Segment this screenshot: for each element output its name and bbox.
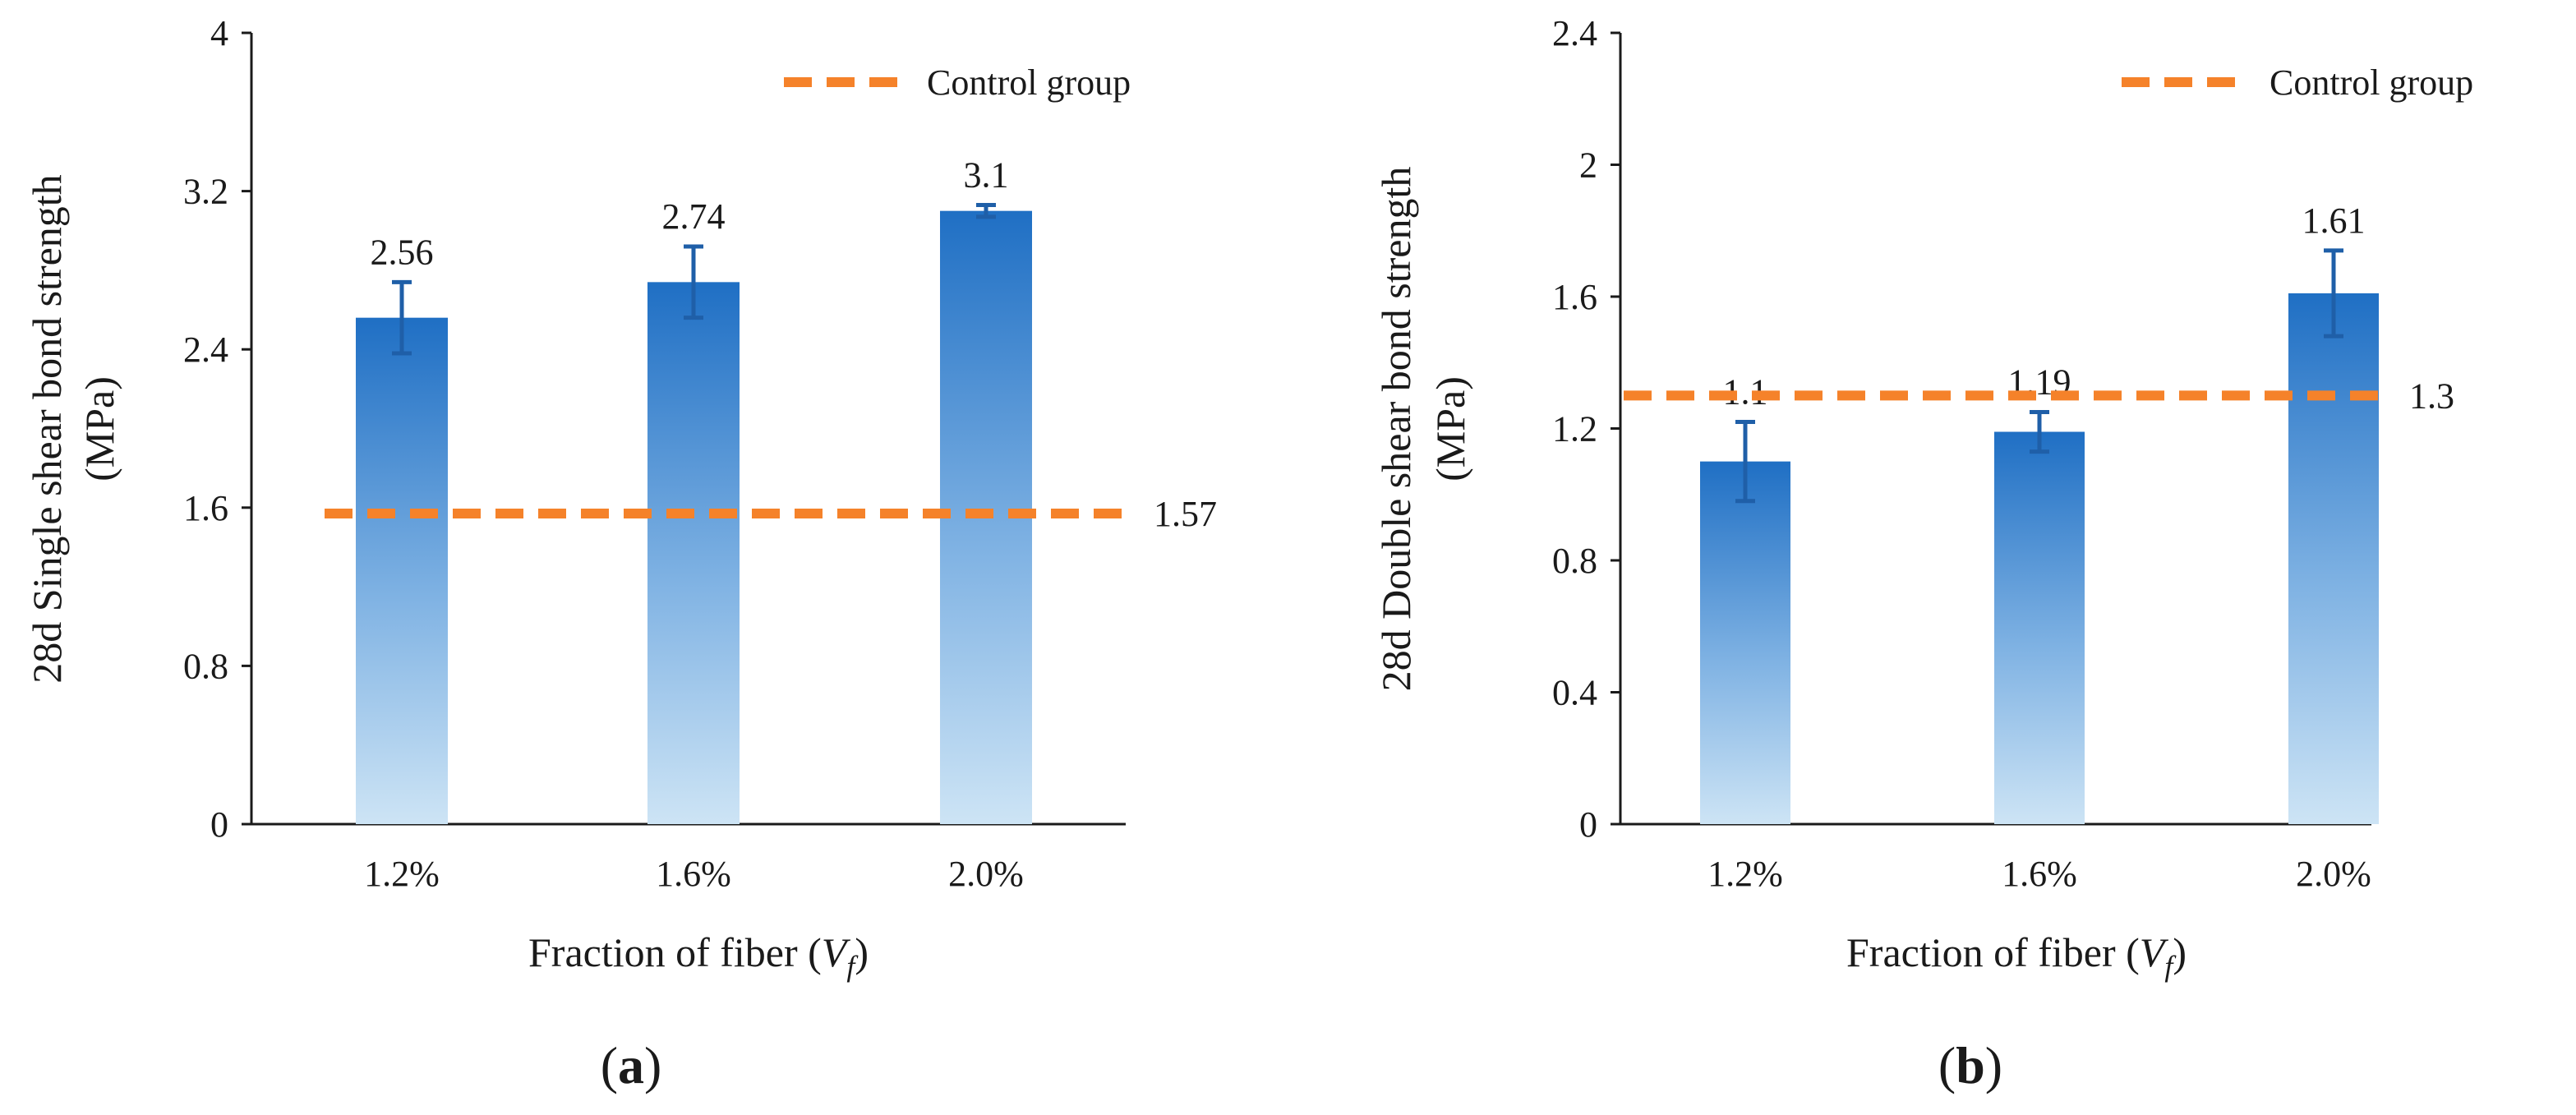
chart-b-x-tick-label: 2.0% [2296,854,2371,894]
chart-a-x-tick-label: 1.6% [656,854,731,894]
panel-label-a-letter: a [618,1036,644,1094]
chart-b-y-tick-label: 1.2 [1552,409,1597,449]
chart-b-y-ticks: 0 0.4 0.8 1.2 1.6 2 2.4 [1552,13,1620,845]
panel-label-b-letter: b [1956,1036,1985,1094]
chart-a-y-tick-label: 2.4 [183,329,228,370]
chart-b-y-tick-label: 0.8 [1552,541,1597,581]
chart-a-y-ticks: 0 0.8 1.6 2.4 3.2 4 [183,13,251,845]
chart-a-value-label: 2.56 [371,232,434,272]
chart-a-bar [647,282,740,825]
chart-b-bars [1700,293,2379,824]
chart-a-control-value: 1.57 [1154,494,1217,534]
chart-b-x-title: Fraction of fiber (Vf) [1846,929,2187,983]
chart-a-legend: Control group [784,62,1131,103]
chart-a-x-tick-label: 1.2% [364,854,440,894]
chart-a-x-tick-label: 2.0% [948,854,1024,894]
chart-b-x-title-var: V [2140,929,2169,975]
chart-b-x-title-suffix: ) [2173,929,2187,975]
chart-b-x-tick-label: 1.2% [1707,854,1783,894]
chart-a-value-label: 2.74 [662,196,726,237]
chart-b-x-tick-label: 1.6% [2002,854,2077,894]
chart-b-y-tick-label: 1.6 [1552,277,1597,317]
chart-a-y-tick-label: 0 [210,804,228,845]
chart-b-legend-label: Control group [2270,62,2473,103]
chart-b-x-title-prefix: Fraction of fiber ( [1846,929,2140,975]
chart-a-x-title-prefix: Fraction of fiber ( [528,929,822,975]
panel-label-b: (b) [1938,1036,2002,1094]
chart-a-y-tick-label: 4 [210,13,228,53]
chart-b-control-value: 1.3 [2409,376,2454,416]
chart-a-x-title: Fraction of fiber (Vf) [528,929,869,983]
chart-a-bar [356,317,448,824]
chart-a-value-label: 3.1 [964,154,1009,195]
chart-b-y-tick-label: 0 [1579,804,1597,845]
chart-b-y-title-line2: (MPa) [1427,376,1473,481]
chart-a-value-labels: 2.56 2.74 3.1 [371,154,1009,272]
chart-b-value-labels: 1.1 1.191.61 [1723,200,2366,412]
chart-a-x-title-suffix: ) [855,929,869,975]
panel-label-a: (a) [601,1036,662,1094]
chart-b-x-ticks: 1.2% 1.6% 2.0% [1707,854,2371,894]
chart-a-y-tick-label: 0.8 [183,646,228,686]
chart-a-legend-label: Control group [927,62,1131,103]
chart-a-x-title-var: V [822,929,851,975]
chart-a-y-title-line2: (MPa) [76,376,122,481]
chart-b-bar [1994,431,2085,824]
chart-b-bar [2288,293,2379,824]
chart-b-y-tick-label: 0.4 [1552,673,1597,713]
chart-a-error-bars [392,202,996,356]
chart-b-y-title-line1: 28d Double shear bond strength [1373,167,1419,692]
chart-b-legend: Control group [2122,62,2473,103]
chart-a-y-title-line1: 28d Single shear bond strength [24,174,70,683]
chart-b: 0 0.4 0.8 1.2 1.6 2 2.4 1.1 1.191.61 1.2% 1.6% 2.… [1373,13,2473,1094]
chart-a-y-tick-label: 3.2 [183,172,228,212]
chart-a-x-ticks: 1.2% 1.6% 2.0% [364,854,1024,894]
chart-a-y-tick-label: 1.6 [183,488,228,528]
chart-a: 00.81.62.43.24 2.562.743.1 1.2% 1.6% 2.0% … [24,13,1217,1094]
chart-b-value-label: 1.61 [2302,200,2366,241]
chart-b-error-bars [1735,248,2343,504]
chart-b-y-tick-label: 2 [1579,145,1597,186]
chart-b-y-tick-label: 2.4 [1552,13,1597,53]
chart-b-bar [1700,461,1790,824]
